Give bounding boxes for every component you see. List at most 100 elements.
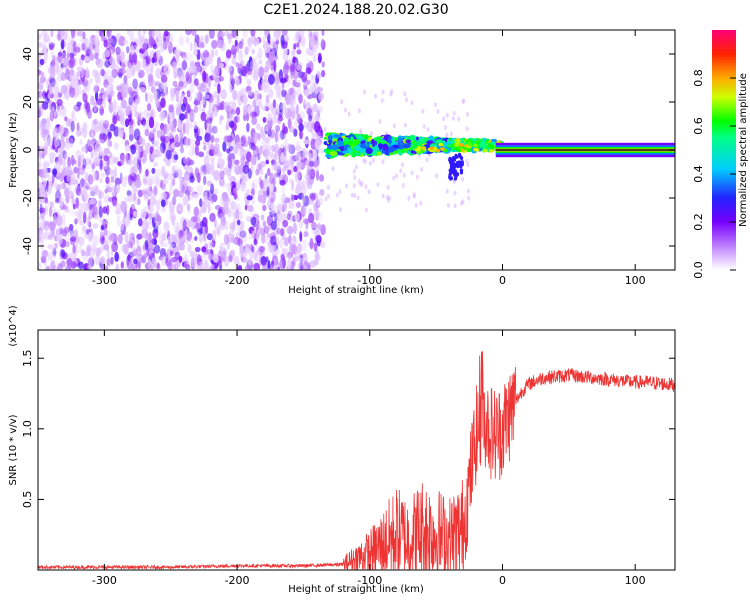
heatmap-cell	[96, 98, 103, 106]
heatmap-cell	[365, 147, 373, 155]
heatmap-cell	[53, 90, 59, 102]
heatmap-cell	[134, 171, 138, 183]
heatmap-cell	[445, 188, 449, 194]
heatmap-cell	[159, 34, 163, 47]
heatmap-cell	[93, 213, 99, 220]
heatmap-cell	[141, 189, 146, 195]
heatmap-cell	[94, 52, 99, 60]
heatmap-cell	[200, 111, 207, 122]
heatmap-cell	[381, 159, 385, 165]
heatmap-cell	[442, 116, 446, 122]
snr-x-tick-label: -100	[357, 574, 382, 587]
heatmap-cell	[335, 192, 339, 198]
heatmap-cell	[318, 191, 325, 197]
heatmap-cell	[230, 200, 237, 210]
heatmap-cell	[55, 139, 62, 149]
heatmap-cell	[207, 77, 212, 88]
heatmap-cell	[65, 139, 70, 151]
heatmap-cell	[249, 142, 253, 150]
heatmap-cell	[252, 145, 260, 157]
heatmap-cell	[254, 250, 258, 261]
heatmap-cell	[142, 79, 146, 87]
heatmap-cell	[106, 248, 111, 259]
heatmap-cell	[194, 91, 200, 102]
heatmap-cell	[80, 249, 85, 257]
heatmap-cell	[206, 117, 213, 125]
heatmap-cell	[280, 228, 284, 236]
heatmap-cell	[138, 69, 145, 79]
heatmap-cell	[314, 138, 322, 151]
heatmap-cell	[175, 226, 180, 239]
heatmap-cell	[227, 172, 232, 179]
heatmap-cell	[87, 139, 94, 152]
heatmap-cell	[133, 156, 139, 169]
heatmap-cell	[239, 243, 245, 254]
heatmap-cell	[71, 110, 75, 119]
heatmap-cell	[152, 140, 159, 148]
heatmap-cell	[49, 114, 53, 124]
heatmap-cell	[446, 144, 452, 148]
heatmap-cell	[38, 52, 42, 59]
heatmap-cell	[273, 172, 278, 179]
heatmap-cell	[214, 77, 222, 83]
heatmap-cell	[270, 265, 278, 270]
heatmap-cell	[258, 222, 262, 232]
heatmap-cell	[194, 34, 200, 44]
heatmap-cell	[308, 114, 313, 122]
heatmap-cell	[39, 71, 44, 77]
heatmap-cell	[246, 78, 252, 86]
heatmap-cell	[356, 195, 360, 201]
heatmap-cell	[262, 117, 267, 123]
heatmap-cell	[301, 71, 308, 83]
heatmap-cell	[323, 127, 327, 132]
heatmap-cell	[142, 43, 149, 50]
heatmap-cell	[172, 195, 177, 206]
heatmap-cell	[148, 212, 153, 221]
heatmap-cell	[490, 141, 497, 145]
heatmap-cell	[77, 261, 84, 270]
heatmap-cell	[273, 35, 280, 41]
heatmap-cell	[146, 187, 154, 197]
heatmap-cell	[312, 149, 318, 160]
heatmap-cell	[80, 36, 87, 44]
heatmap-cell	[93, 101, 97, 113]
heatmap-cell	[321, 30, 325, 37]
spectrogram-y-tick-label: -20	[21, 189, 34, 207]
heatmap-cell	[44, 121, 52, 131]
colorbar: 0.0 0.2 0.4 0.6 0.8 Normalized spectral ampl…	[692, 30, 749, 279]
heatmap-cell	[43, 36, 48, 44]
heatmap-cell	[279, 102, 284, 113]
heatmap-cell	[304, 89, 310, 97]
heatmap-cell	[256, 123, 261, 131]
heatmap-cell	[259, 145, 263, 155]
heatmap-cell	[161, 232, 167, 241]
heatmap-cell	[171, 256, 178, 263]
heatmap-cell	[128, 96, 133, 106]
heatmap-cell	[177, 203, 184, 211]
heatmap-cell	[131, 90, 139, 101]
heatmap-cell	[203, 155, 210, 166]
heatmap-cell	[224, 30, 231, 37]
heatmap-cell	[173, 68, 176, 74]
heatmap-cell	[53, 137, 60, 149]
colorbar-tick-label: 0.4	[692, 165, 705, 183]
heatmap-cell	[246, 90, 253, 96]
heatmap-cell	[317, 105, 323, 114]
heatmap-cell	[106, 69, 113, 82]
heatmap-cell	[231, 44, 237, 56]
heatmap-cell	[87, 257, 93, 270]
heatmap-cell	[173, 72, 178, 79]
heatmap-cell	[281, 128, 287, 140]
heatmap-cell	[161, 255, 166, 267]
heatmap-cell	[280, 34, 285, 46]
heatmap-cell	[175, 106, 182, 116]
heatmap-cell	[295, 183, 302, 195]
heatmap-cell	[473, 143, 478, 148]
spectrogram-y-tick-label: 20	[21, 95, 34, 109]
heatmap-cell	[293, 194, 299, 201]
heatmap-cell	[207, 57, 214, 65]
heatmap-cell	[291, 106, 297, 112]
heatmap-cell	[180, 146, 184, 154]
heatmap-cell	[247, 37, 252, 43]
heatmap-cell	[185, 52, 193, 62]
